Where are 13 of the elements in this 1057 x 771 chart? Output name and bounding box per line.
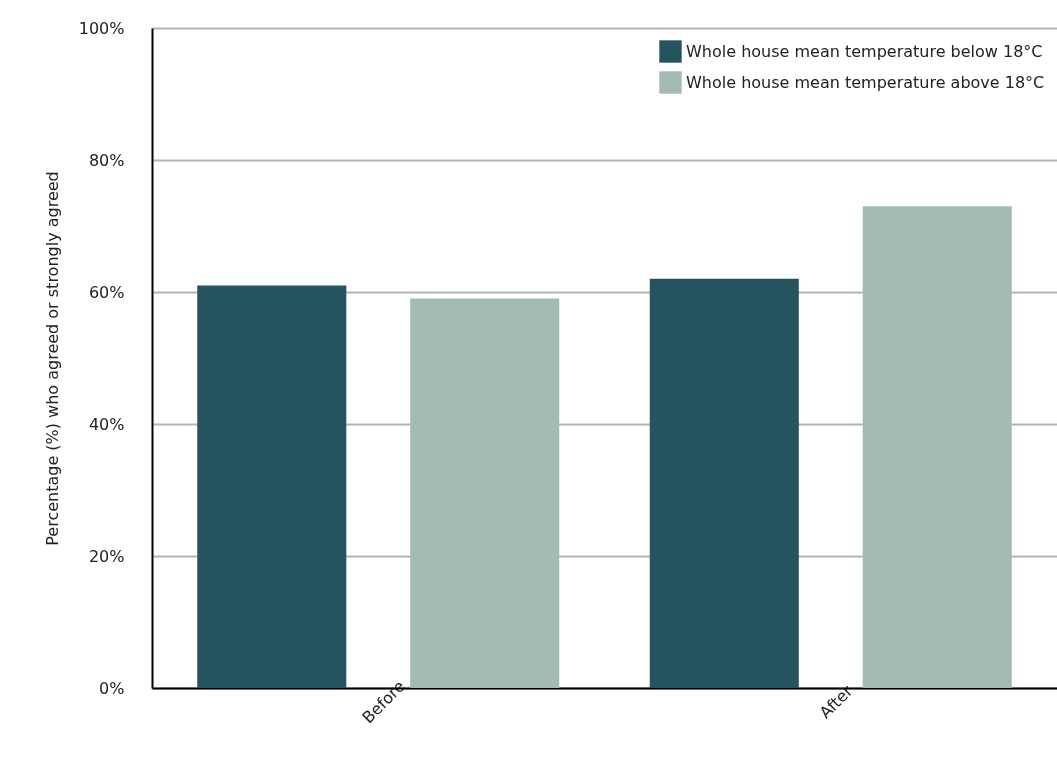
y-tick-label: 40% [88,414,125,434]
legend-label: Whole house mean temperature below 18°C [686,41,1043,61]
bar [862,206,1012,688]
y-tick-label: 80% [88,150,125,170]
y-axis-title: Percentage (%) who agreed or strongly agreed [42,171,62,546]
y-tick-label: 0% [99,678,125,698]
bar [410,298,560,688]
bar [649,278,799,688]
y-tick-label: 100% [78,18,125,38]
y-tick-label: 20% [88,546,125,566]
legend-label: Whole house mean temperature above 18°C [686,72,1045,92]
bar [197,285,347,688]
y-tick-label: 60% [88,282,125,302]
